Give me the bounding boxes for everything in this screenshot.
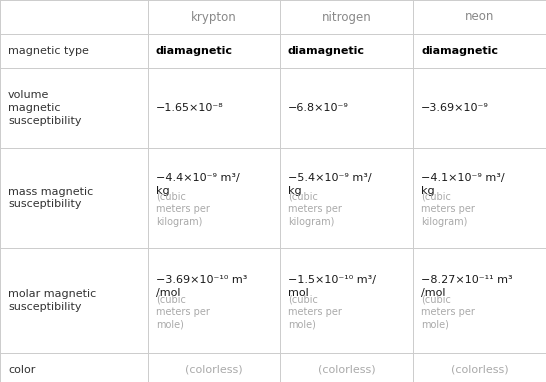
Text: (colorless): (colorless) — [185, 365, 243, 375]
Text: −1.5×10⁻¹⁰ m³/
mol: −1.5×10⁻¹⁰ m³/ mol — [288, 275, 376, 298]
Text: (cubic
meters per
mole): (cubic meters per mole) — [421, 294, 475, 329]
Text: diamagnetic: diamagnetic — [288, 46, 365, 56]
Text: −4.4×10⁻⁹ m³/
kg: −4.4×10⁻⁹ m³/ kg — [156, 173, 240, 196]
Text: (cubic
meters per
kilogram): (cubic meters per kilogram) — [421, 192, 475, 227]
Text: volume
magnetic
susceptibility: volume magnetic susceptibility — [8, 90, 81, 126]
Text: −1.65×10⁻⁸: −1.65×10⁻⁸ — [156, 103, 224, 113]
Text: −6.8×10⁻⁹: −6.8×10⁻⁹ — [288, 103, 349, 113]
Text: neon: neon — [465, 10, 494, 24]
Text: −3.69×10⁻⁹: −3.69×10⁻⁹ — [421, 103, 489, 113]
Text: mass magnetic
susceptibility: mass magnetic susceptibility — [8, 186, 93, 209]
Text: (colorless): (colorless) — [450, 365, 508, 375]
Text: (cubic
meters per
mole): (cubic meters per mole) — [288, 294, 342, 329]
Text: (cubic
meters per
kilogram): (cubic meters per kilogram) — [288, 192, 342, 227]
Text: diamagnetic: diamagnetic — [156, 46, 233, 56]
Text: magnetic type: magnetic type — [8, 46, 89, 56]
Text: (colorless): (colorless) — [318, 365, 375, 375]
Text: diamagnetic: diamagnetic — [421, 46, 498, 56]
Text: (cubic
meters per
mole): (cubic meters per mole) — [156, 294, 210, 329]
Text: krypton: krypton — [191, 10, 237, 24]
Text: color: color — [8, 365, 35, 375]
Text: (cubic
meters per
kilogram): (cubic meters per kilogram) — [156, 192, 210, 227]
Text: nitrogen: nitrogen — [322, 10, 371, 24]
Text: molar magnetic
susceptibility: molar magnetic susceptibility — [8, 289, 96, 312]
Text: −8.27×10⁻¹¹ m³
/mol: −8.27×10⁻¹¹ m³ /mol — [421, 275, 513, 298]
Text: −5.4×10⁻⁹ m³/
kg: −5.4×10⁻⁹ m³/ kg — [288, 173, 372, 196]
Text: −3.69×10⁻¹⁰ m³
/mol: −3.69×10⁻¹⁰ m³ /mol — [156, 275, 247, 298]
Text: −4.1×10⁻⁹ m³/
kg: −4.1×10⁻⁹ m³/ kg — [421, 173, 505, 196]
